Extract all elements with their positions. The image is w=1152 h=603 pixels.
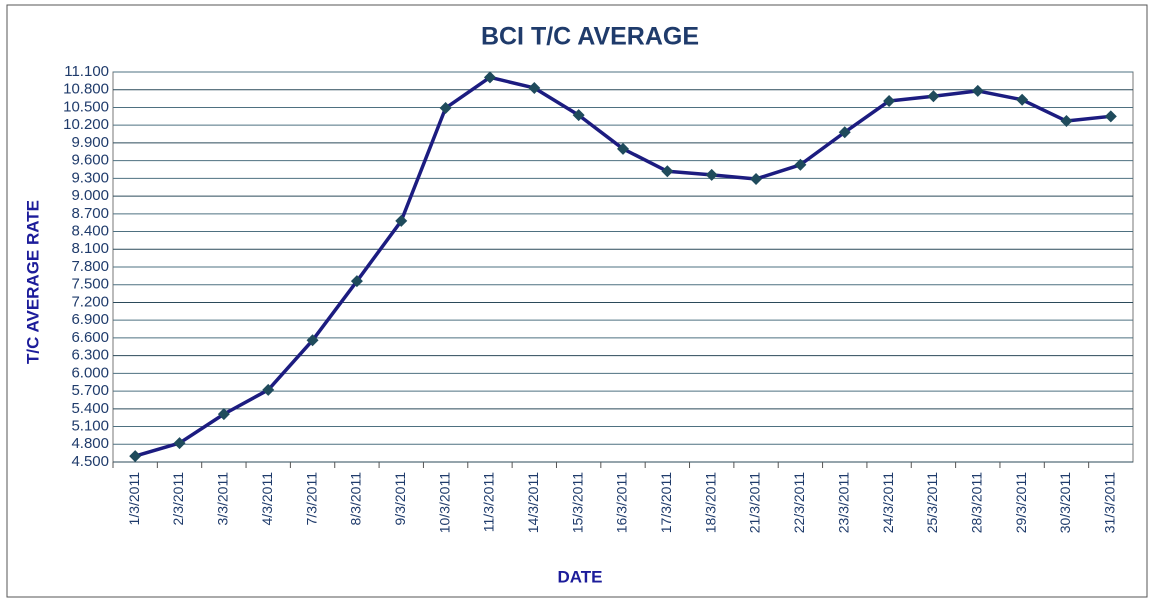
data-point [217, 408, 230, 421]
x-tick-label: 31/3/2011 [1102, 472, 1118, 533]
y-tick-label: 4.500 [71, 453, 109, 470]
data-point [262, 383, 275, 396]
x-tick-label: 23/3/2011 [835, 472, 851, 533]
x-tick-label: 15/3/2011 [569, 472, 585, 533]
x-tick-label: 14/3/2011 [525, 472, 541, 533]
data-point [617, 142, 629, 155]
data-point [883, 94, 896, 107]
x-tick-label: 24/3/2011 [880, 472, 896, 533]
x-tick-label: 10/3/2011 [436, 472, 452, 533]
y-tick-label: 5.100 [71, 418, 109, 435]
data-point [528, 81, 541, 94]
x-tick-label: 16/3/2011 [614, 472, 630, 533]
data-point [705, 168, 718, 181]
y-tick-label: 6.900 [71, 311, 109, 328]
y-tick-label: 10.200 [63, 116, 109, 133]
y-tick-label: 6.000 [71, 364, 109, 381]
x-tick-label: 17/3/2011 [658, 472, 674, 533]
chart-frame [6, 4, 1148, 598]
data-point [439, 102, 452, 115]
data-point [483, 71, 496, 84]
x-tick-label: 29/3/2011 [1013, 472, 1029, 533]
x-tick-label: 3/3/2011 [215, 472, 231, 526]
y-axis-title: T/C AVERAGE RATE [23, 200, 42, 364]
x-tick-label: 9/3/2011 [392, 472, 408, 526]
data-point [129, 450, 142, 463]
data-point [1016, 93, 1029, 106]
y-tick-label: 9.600 [71, 152, 109, 169]
data-point [1060, 115, 1073, 128]
y-tick-label: 11.100 [64, 63, 109, 80]
data-point [794, 158, 807, 171]
data-point [838, 126, 851, 139]
y-tick-label: 5.700 [71, 382, 109, 399]
x-tick-label: 4/3/2011 [259, 472, 275, 526]
x-tick-label: 2/3/2011 [170, 472, 186, 526]
y-tick-label: 4.800 [71, 435, 109, 452]
data-point [350, 275, 363, 288]
y-tick-label: 5.400 [71, 400, 109, 417]
x-tick-label: 7/3/2011 [303, 472, 319, 526]
x-axis-title: DATE [557, 567, 602, 586]
y-tick-label: 9.300 [71, 169, 109, 186]
data-point [971, 84, 984, 97]
y-tick-label: 7.200 [71, 293, 109, 310]
x-tick-label: 21/3/2011 [747, 472, 763, 533]
x-tick-label: 25/3/2011 [924, 472, 940, 533]
x-tick-label: 11/3/2011 [481, 472, 497, 532]
x-tick-label: 28/3/2011 [968, 472, 984, 533]
y-tick-label: 10.500 [63, 98, 109, 115]
data-point [927, 90, 940, 103]
x-tick-label: 18/3/2011 [702, 472, 718, 533]
data-point [572, 109, 585, 122]
y-tick-label: 8.400 [71, 223, 109, 240]
data-point [661, 165, 674, 178]
chart-title: BCI T/C AVERAGE [481, 23, 699, 51]
y-tick-label: 9.900 [71, 134, 109, 151]
y-tick-label: 9.000 [71, 187, 109, 204]
x-tick-label: 1/3/2011 [126, 472, 142, 526]
x-tick-label: 8/3/2011 [348, 472, 364, 526]
y-tick-label: 8.100 [71, 240, 109, 257]
y-tick-label: 8.700 [71, 205, 109, 222]
y-tick-label: 6.600 [71, 329, 109, 346]
y-tick-label: 10.800 [63, 81, 109, 98]
x-tick-label: 30/3/2011 [1057, 472, 1073, 533]
data-point [1104, 110, 1117, 123]
data-point [173, 437, 186, 450]
y-tick-label: 7.800 [71, 258, 109, 275]
y-tick-label: 7.500 [71, 276, 109, 293]
data-point [395, 214, 408, 227]
data-point [750, 172, 763, 185]
x-tick-label: 22/3/2011 [791, 472, 807, 533]
y-tick-label: 6.300 [71, 347, 109, 364]
data-point [306, 334, 319, 347]
